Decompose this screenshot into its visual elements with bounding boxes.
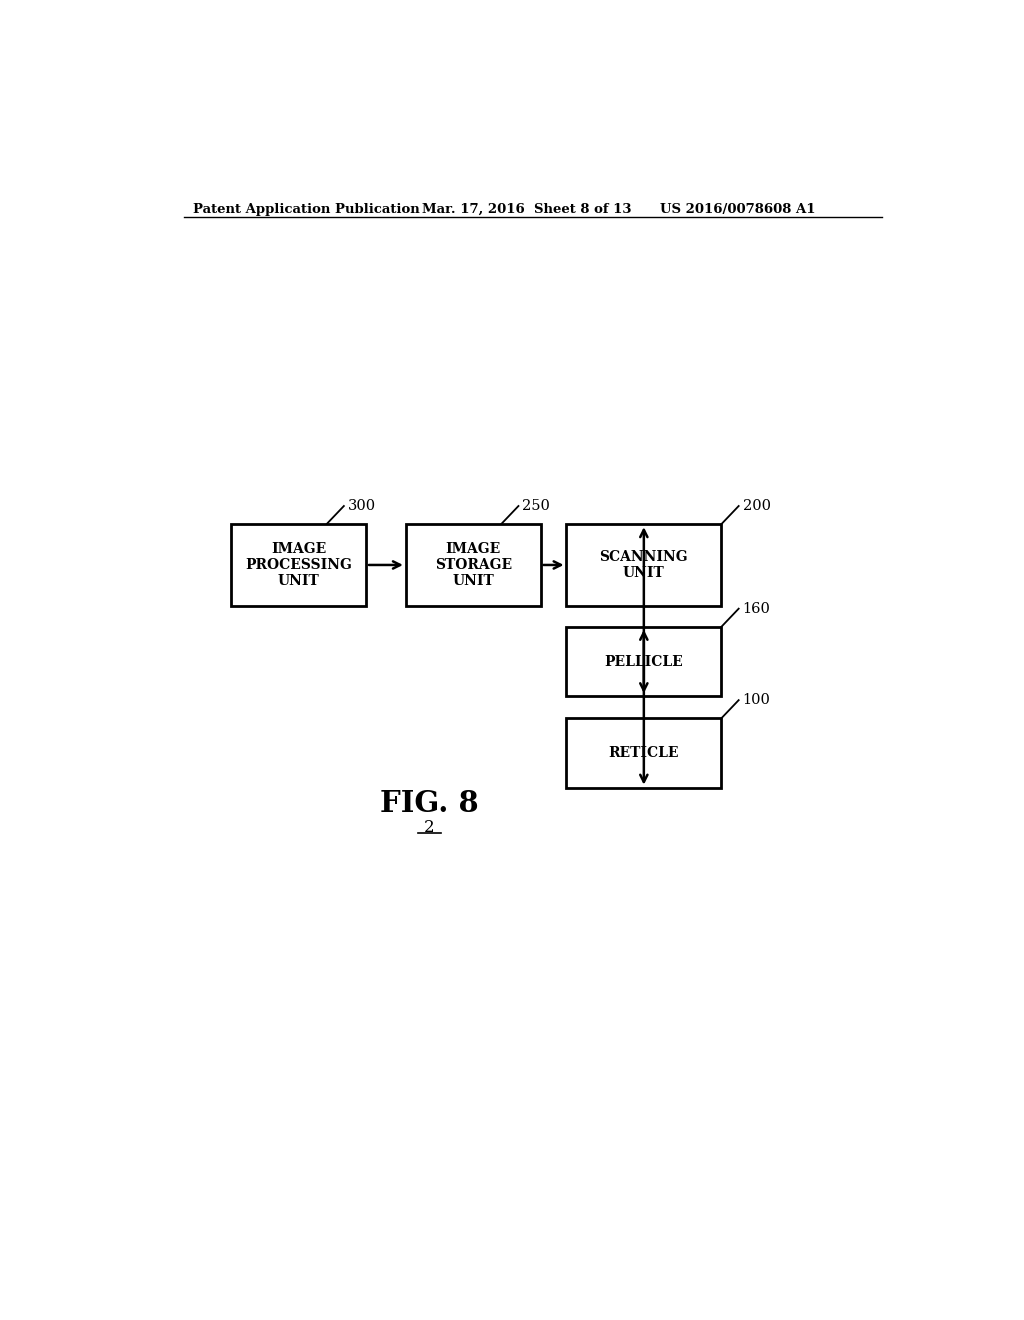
Bar (566, 718, 721, 788)
Text: PELLICLE: PELLICLE (604, 655, 683, 668)
Text: SCANNING
UNIT: SCANNING UNIT (599, 550, 688, 579)
Text: 100: 100 (742, 693, 770, 708)
Bar (566, 627, 721, 696)
Text: 200: 200 (742, 499, 771, 513)
Text: IMAGE
PROCESSING
UNIT: IMAGE PROCESSING UNIT (245, 541, 352, 589)
Text: 160: 160 (742, 602, 770, 615)
Text: US 2016/0078608 A1: US 2016/0078608 A1 (659, 203, 815, 216)
Text: 300: 300 (348, 499, 376, 513)
Bar (566, 524, 721, 606)
Text: 250: 250 (522, 499, 550, 513)
Text: FIG. 8: FIG. 8 (380, 789, 479, 818)
Text: 2: 2 (424, 818, 435, 836)
Text: Mar. 17, 2016  Sheet 8 of 13: Mar. 17, 2016 Sheet 8 of 13 (422, 203, 631, 216)
Text: IMAGE
STORAGE
UNIT: IMAGE STORAGE UNIT (434, 541, 512, 589)
Text: Patent Application Publication: Patent Application Publication (194, 203, 420, 216)
Bar (231, 524, 367, 606)
Text: RETICLE: RETICLE (608, 746, 679, 760)
Bar (406, 524, 541, 606)
